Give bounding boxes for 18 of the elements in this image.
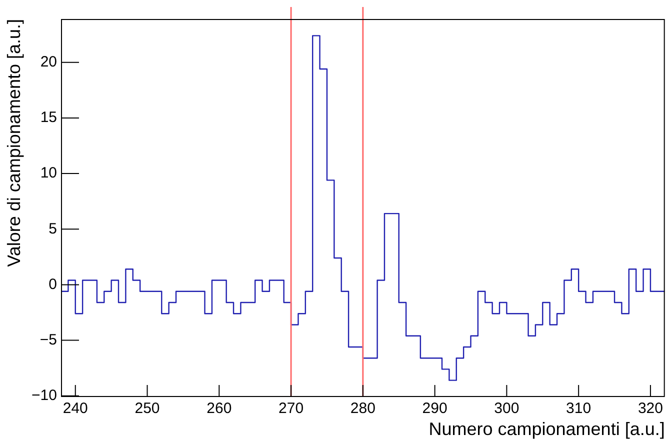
- y-tick-label: 0: [48, 276, 57, 293]
- x-tick-label: 280: [350, 400, 376, 418]
- y-tick-label: 20: [40, 54, 57, 70]
- x-tick-label: 300: [494, 400, 520, 418]
- x-tick-label: 320: [638, 400, 663, 418]
- y-tick-label: −10: [32, 387, 57, 404]
- x-tick-label: 290: [422, 400, 448, 418]
- x-tick-label: 260: [206, 400, 232, 418]
- y-axis-title: Valore di campionamento [a.u.]: [4, 19, 24, 267]
- x-tick-label: 240: [62, 400, 88, 418]
- y-tick-label: −5: [40, 331, 57, 348]
- y-tick-label: 15: [40, 109, 57, 126]
- x-tick-label: 250: [134, 400, 160, 418]
- x-axis-title: Numero campionamenti [a.u.]: [428, 419, 665, 440]
- x-tick-label: 310: [566, 400, 592, 418]
- y-tick-label: 5: [48, 220, 57, 238]
- y-tick-label: 10: [40, 164, 57, 182]
- x-tick-label: 270: [278, 400, 304, 418]
